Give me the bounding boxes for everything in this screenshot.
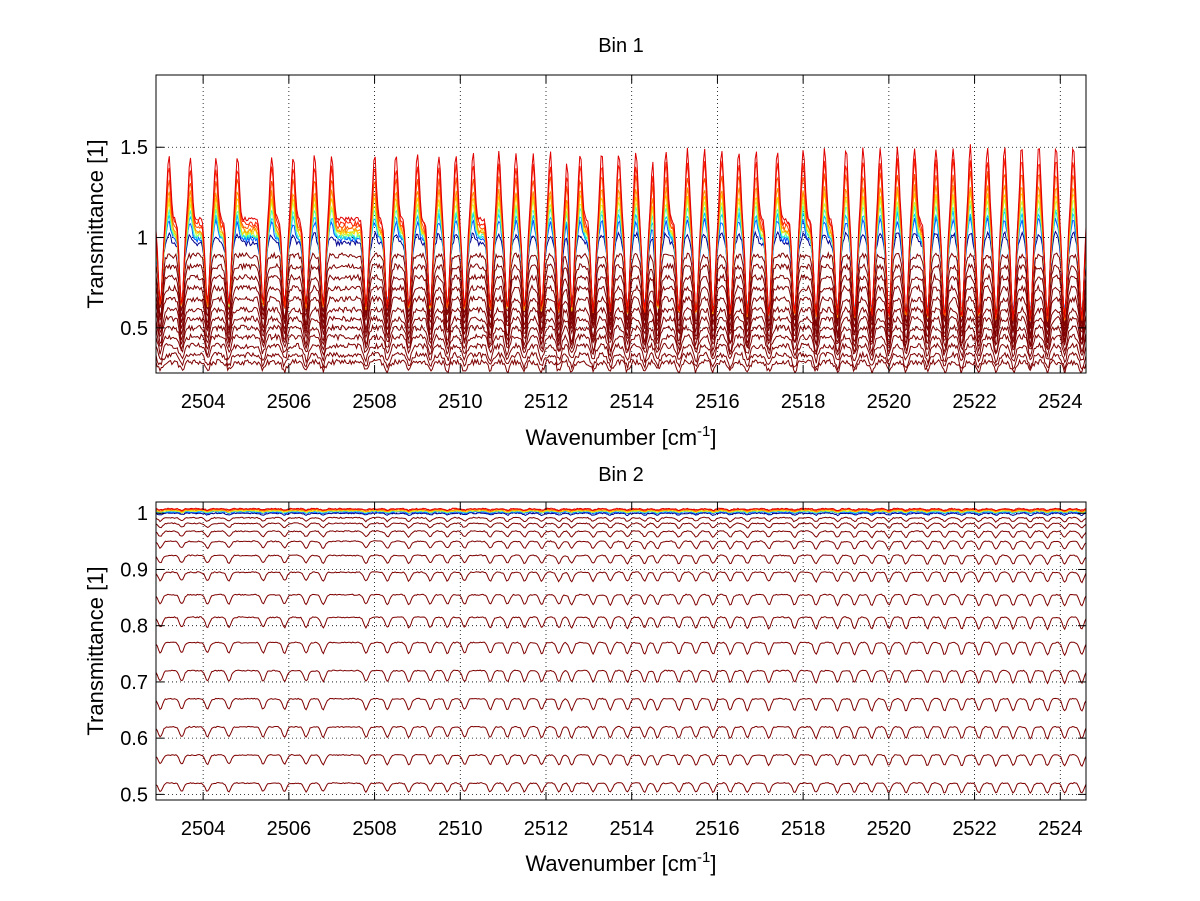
series-line-3 xyxy=(156,697,1086,713)
ticks-bin-1: 2504 2506 2508 2510 2512 2514 2516 2518 2520 2522… xyxy=(120,75,1086,413)
x-tick-label: 2506 xyxy=(267,391,312,413)
axes-box-bin-2 xyxy=(155,501,1087,801)
chart-title-bin-1: Bin 1 xyxy=(598,35,644,57)
series-line-3 xyxy=(156,332,1086,359)
x-tick-label: 2514 xyxy=(609,818,654,840)
series-line-8 xyxy=(156,283,1086,337)
series-line-1 xyxy=(156,350,1086,372)
series-line-11 xyxy=(156,251,1086,324)
x-axis-label-text-bin-2: Wavenumber [cm xyxy=(525,851,697,876)
plot-area-bin-2 xyxy=(156,507,1086,795)
panel-bin-2: Bin 2 2504 2506 2508 2510 2512 2514 2516 2518 25… xyxy=(83,464,1087,876)
series-line-6 xyxy=(156,616,1086,631)
series-line-21 xyxy=(156,144,1086,320)
y-tick-label: 0.8 xyxy=(120,616,148,638)
series-line-10 xyxy=(156,540,1086,551)
x-tick-label: 2520 xyxy=(867,391,912,413)
series-line-19 xyxy=(156,508,1086,513)
series-line-17 xyxy=(156,509,1086,514)
series-line-7 xyxy=(156,294,1086,342)
y-tick-label: 0.7 xyxy=(120,672,148,694)
series-line-21 xyxy=(156,507,1086,512)
series-line-4 xyxy=(156,669,1086,685)
series-line-2 xyxy=(156,725,1086,740)
x-tick-label: 2518 xyxy=(781,818,826,840)
y-tick-label: 0.6 xyxy=(120,728,148,750)
series-line-5 xyxy=(156,314,1086,349)
x-tick-label: 2522 xyxy=(952,818,997,840)
x-axis-label-bin-1: Wavenumber [cm-1] xyxy=(525,423,716,450)
x-tick-label: 2522 xyxy=(952,391,997,413)
x-tick-label: 2516 xyxy=(695,391,740,413)
y-tick-label: 0.5 xyxy=(120,318,148,340)
series-line-0 xyxy=(156,357,1086,373)
series-line-0 xyxy=(156,781,1086,795)
x-tick-label: 2524 xyxy=(1038,818,1083,840)
series-line-12 xyxy=(156,522,1086,530)
x-tick-label: 2508 xyxy=(352,818,397,840)
x-tick-label: 2504 xyxy=(181,391,226,413)
series-line-15 xyxy=(156,511,1086,515)
series-line-5 xyxy=(156,641,1086,657)
y-tick-label: 0.5 xyxy=(120,784,148,806)
x-tick-label: 2514 xyxy=(609,391,654,413)
series-group-bin-1 xyxy=(156,144,1086,373)
x-tick-label: 2518 xyxy=(781,391,826,413)
x-axis-label-end-bin-1: ] xyxy=(710,425,716,450)
y-tick-label: 1 xyxy=(137,228,148,250)
y-tick-label: 1 xyxy=(137,503,148,525)
plot-area-bin-1 xyxy=(156,144,1086,373)
axes-box-bin-1 xyxy=(155,74,1087,374)
x-axis-label-bin-2: Wavenumber [cm-1] xyxy=(525,849,716,876)
series-line-4 xyxy=(156,323,1086,355)
x-tick-label: 2510 xyxy=(438,818,483,840)
series-line-8 xyxy=(156,571,1086,584)
series-line-13 xyxy=(156,516,1086,523)
x-tick-label: 2508 xyxy=(352,391,397,413)
series-group-bin-2 xyxy=(156,507,1086,795)
x-tick-label: 2524 xyxy=(1038,391,1083,413)
series-line-9 xyxy=(156,554,1086,566)
series-line-14 xyxy=(156,512,1086,517)
series-line-11 xyxy=(156,530,1086,539)
series-line-10 xyxy=(156,262,1086,327)
series-line-2 xyxy=(156,341,1086,365)
x-tick-label: 2516 xyxy=(695,818,740,840)
x-axis-label-superscript-bin-2: -1 xyxy=(697,849,710,866)
x-tick-label: 2510 xyxy=(438,391,483,413)
x-tick-label: 2512 xyxy=(524,818,569,840)
ticks-bin-2: 2504 2506 2508 2510 2512 2514 2516 2518 2520 2522… xyxy=(120,502,1086,840)
panel-bin-1: Bin 1 2504 2506 2508 2510 2512 2514 2516 2518 25… xyxy=(83,35,1087,450)
x-tick-label: 2512 xyxy=(524,391,569,413)
y-axis-label-bin-1: Transmittance [1] xyxy=(83,139,108,308)
x-tick-label: 2520 xyxy=(867,818,912,840)
x-tick-label: 2504 xyxy=(181,818,226,840)
series-line-9 xyxy=(156,272,1086,332)
chart-title-bin-2: Bin 2 xyxy=(598,464,644,486)
x-axis-label-text-bin-1: Wavenumber [cm xyxy=(525,425,697,450)
series-line-6 xyxy=(156,305,1086,347)
x-tick-label: 2506 xyxy=(267,818,312,840)
x-axis-label-end-bin-2: ] xyxy=(710,851,716,876)
y-axis-label-bin-2: Transmittance [1] xyxy=(83,566,108,735)
series-line-7 xyxy=(156,593,1086,607)
x-axis-label-superscript-bin-1: -1 xyxy=(697,423,710,440)
y-tick-label: 1.5 xyxy=(120,137,148,159)
series-line-1 xyxy=(156,753,1086,768)
y-tick-label: 0.9 xyxy=(120,559,148,581)
